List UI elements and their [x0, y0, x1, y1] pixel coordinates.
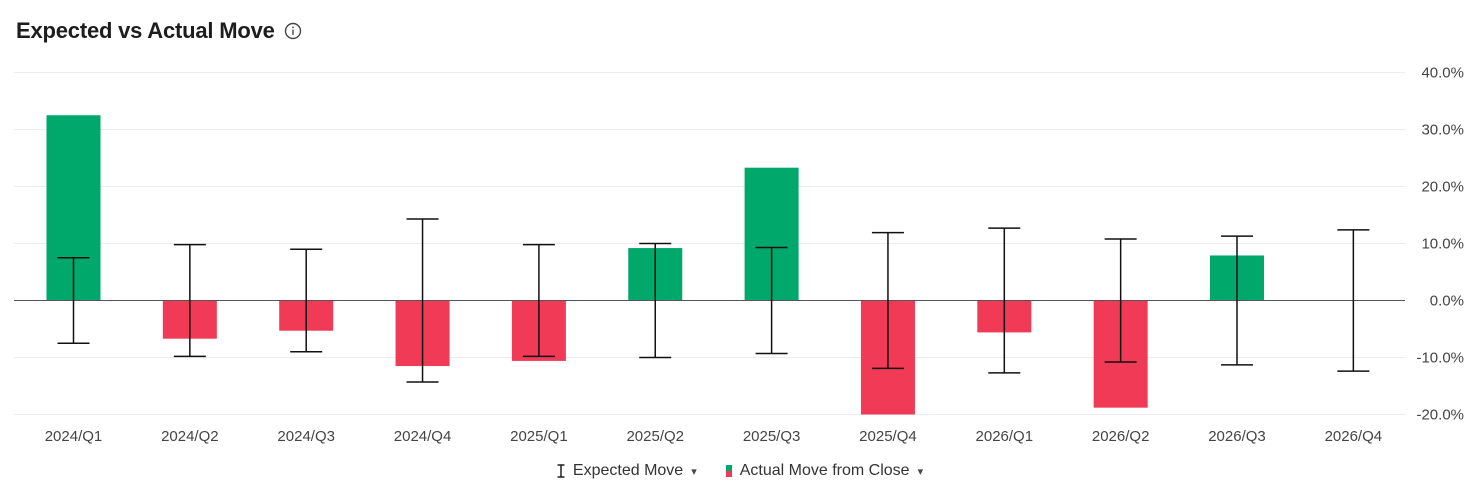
expected-move-error-bar[interactable]	[1104, 238, 1137, 363]
x-tick-label: 2025/Q2	[626, 428, 684, 445]
x-tick-label: 2024/Q4	[394, 428, 452, 445]
legend-actual-move-label: Actual Move from Close	[739, 462, 910, 479]
y-tick-label: 40.0%	[1421, 65, 1464, 82]
expected-move-error-bar[interactable]	[290, 248, 323, 353]
x-tick-label: 2026/Q2	[1092, 428, 1150, 445]
expected-move-error-bar[interactable]	[173, 243, 206, 358]
legend-actual-move[interactable]: Actual Move from Close ▾	[725, 462, 923, 480]
x-tick-label: 2026/Q4	[1325, 428, 1383, 445]
y-tick-label: -20.0%	[1416, 407, 1464, 424]
expected-move-error-bar[interactable]	[1221, 235, 1253, 366]
x-axis-ticks: 2024/Q1 2024/Q2 2024/Q3 2024/Q4 2025/Q1 2025/…	[45, 428, 1382, 445]
error-bar-icon	[557, 464, 565, 478]
x-tick-label: 2024/Q3	[277, 428, 335, 445]
expected-move-error-bars	[57, 218, 1370, 383]
y-axis-ticks: 40.0% 30.0% 20.0% 10.0% 0.0% -10.0% -20.0%	[1416, 65, 1464, 424]
y-tick-label: 10.0%	[1421, 236, 1464, 253]
x-tick-label: 2024/Q1	[45, 428, 103, 445]
expected-move-error-bar[interactable]	[406, 218, 439, 383]
x-tick-label: 2025/Q4	[859, 428, 917, 445]
expected-move-error-bar[interactable]	[639, 242, 672, 359]
expected-move-error-bar[interactable]	[57, 257, 90, 344]
x-tick-label: 2026/Q3	[1208, 428, 1266, 445]
grid-lines	[14, 72, 1405, 415]
info-icon[interactable]	[284, 22, 302, 40]
chart-header: Expected vs Actual Move	[16, 18, 302, 44]
chart-plot: 40.0% 30.0% 20.0% 10.0% 0.0% -10.0% -20.0% 202…	[14, 65, 1464, 445]
x-tick-label: 2026/Q1	[976, 428, 1034, 445]
x-tick-label: 2025/Q1	[510, 428, 568, 445]
page-title: Expected vs Actual Move	[16, 18, 275, 43]
x-tick-label: 2024/Q2	[161, 428, 219, 445]
legend-expected-move[interactable]: Expected Move ▾	[556, 462, 697, 480]
y-tick-label: 30.0%	[1421, 122, 1464, 139]
expected-move-error-bar[interactable]	[1337, 229, 1370, 372]
y-tick-label: 0.0%	[1430, 293, 1464, 310]
expected-move-error-bar[interactable]	[522, 243, 555, 358]
x-tick-label: 2025/Q3	[743, 428, 801, 445]
expected-move-error-bar[interactable]	[871, 231, 904, 370]
caret-down-icon[interactable]: ▾	[917, 465, 924, 478]
y-tick-label: -10.0%	[1416, 350, 1464, 367]
legend-expected-move-label: Expected Move	[572, 462, 684, 479]
legend: Expected Move ▾ Actual Move from Close ▾	[0, 462, 1479, 480]
expected-move-error-bar[interactable]	[988, 227, 1021, 374]
caret-down-icon[interactable]: ▾	[691, 465, 697, 478]
y-tick-label: 20.0%	[1421, 179, 1464, 196]
bar-swatch-icon	[725, 465, 732, 477]
expected-move-error-bar[interactable]	[755, 246, 788, 355]
